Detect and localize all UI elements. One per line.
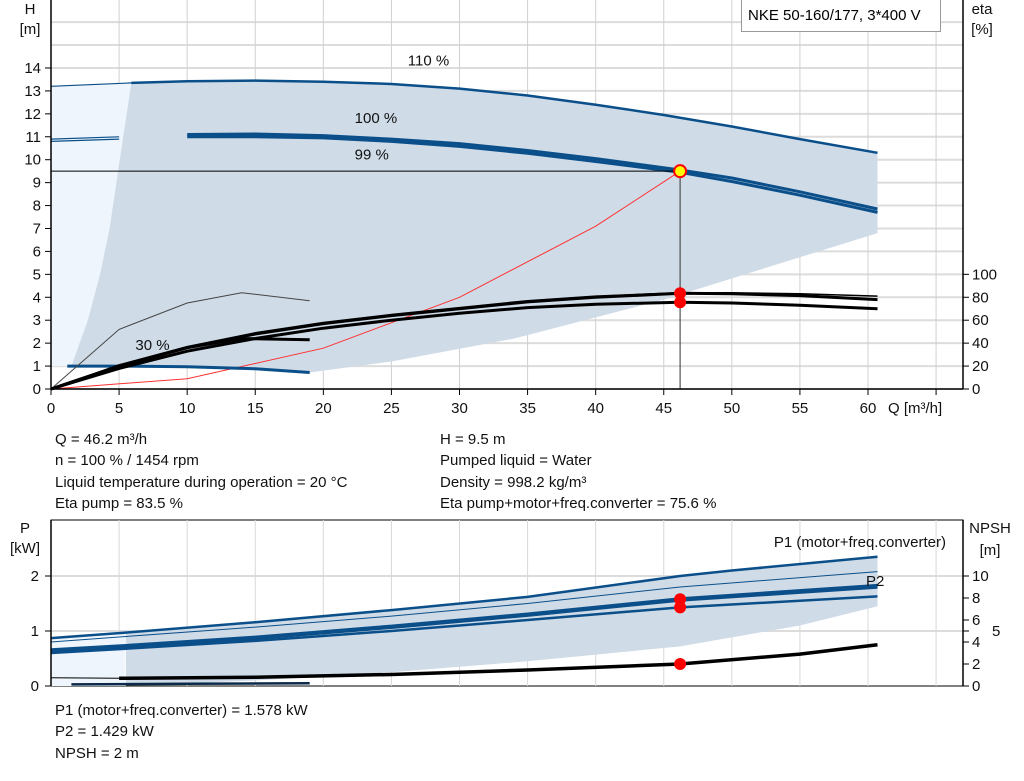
efficiency-curve bbox=[50, 292, 310, 390]
h-tick-label: 12 bbox=[24, 106, 41, 123]
p-tick-label: 0 bbox=[31, 678, 39, 695]
info-pumped-liquid: Pumped liquid = Water bbox=[440, 452, 592, 469]
p2-duty-marker bbox=[674, 601, 687, 614]
system-curve bbox=[50, 170, 681, 390]
npsh-tick-label: 8 bbox=[972, 590, 980, 607]
q-tick-label: 5 bbox=[115, 400, 123, 417]
info-eta-pump: Eta pump = 83.5 % bbox=[55, 495, 183, 512]
h-tick-label: 9 bbox=[33, 175, 41, 192]
h-tick-label: 11 bbox=[25, 129, 41, 146]
info-liquid-temp: Liquid temperature during operation = 20… bbox=[55, 474, 348, 491]
curve-label-speed: 30 % bbox=[135, 337, 169, 354]
h-tick-label: 10 bbox=[24, 152, 41, 169]
h-axis-label: H bbox=[25, 1, 36, 18]
h-axis-unit: [m] bbox=[20, 21, 41, 38]
info-p1: P1 (motor+freq.converter) = 1.578 kW bbox=[55, 702, 308, 719]
q-tick-label: 15 bbox=[247, 400, 264, 417]
h-tick-label: 13 bbox=[24, 83, 41, 100]
h-tick-label: 5 bbox=[33, 266, 41, 283]
info-flow: Q = 46.2 m³/h bbox=[55, 431, 148, 448]
q-tick-label: 20 bbox=[315, 400, 332, 417]
npsh-axis-label: NPSH bbox=[969, 520, 1011, 537]
p2-series-label: P2 bbox=[866, 573, 884, 590]
p-axis-label: P bbox=[20, 520, 30, 537]
p1-series-label: P1 (motor+freq.converter) bbox=[774, 534, 946, 551]
npsh-curve-extension bbox=[50, 677, 120, 679]
info-speed: n = 100 % / 1454 rpm bbox=[55, 452, 199, 469]
npsh-duty-marker bbox=[674, 658, 687, 670]
head-curve bbox=[187, 132, 878, 211]
eta-tick-label: 40 bbox=[972, 335, 989, 352]
eta-tick-label: 0 bbox=[972, 381, 980, 398]
h-tick-label: 1 bbox=[33, 358, 41, 375]
q-axis-label: Q [m³/h] bbox=[888, 400, 942, 417]
head-curve-extension bbox=[50, 138, 120, 142]
p-tick-label: 1 bbox=[31, 623, 39, 640]
eta-tick-label: 100 bbox=[972, 266, 997, 283]
h-tick-label: 0 bbox=[33, 381, 41, 398]
head-curve bbox=[67, 364, 310, 374]
curve-label-speed: 110 % bbox=[408, 53, 449, 70]
duty-point-marker bbox=[673, 164, 688, 179]
npsh-tick-label: 6 bbox=[972, 612, 980, 629]
h-tick-label: 2 bbox=[33, 335, 41, 352]
npsh-tick-label: 4 bbox=[972, 634, 980, 651]
h-tick-label: 4 bbox=[33, 289, 41, 306]
q-tick-label: 40 bbox=[587, 400, 604, 417]
npsh-tick-label: 5 bbox=[992, 623, 1000, 640]
h-tick-label: 6 bbox=[33, 243, 41, 260]
npsh-curve bbox=[119, 643, 878, 681]
pump-model-legend: NKE 50-160/177, 3*400 V bbox=[741, 0, 941, 32]
info-p2: P2 = 1.429 kW bbox=[55, 723, 154, 740]
q-tick-label: 10 bbox=[179, 400, 196, 417]
head-curve-extension bbox=[50, 136, 120, 140]
info-npsh: NPSH = 2 m bbox=[55, 745, 139, 762]
power-curve bbox=[50, 555, 878, 640]
p-tick-label: 2 bbox=[31, 568, 39, 585]
power-curve bbox=[71, 682, 310, 686]
operating-range-band bbox=[67, 80, 878, 373]
info-head: H = 9.5 m bbox=[440, 431, 506, 448]
p-axis-unit: [kW] bbox=[10, 540, 40, 557]
eta-total-duty-marker bbox=[674, 296, 687, 309]
eta-tick-label: 80 bbox=[972, 289, 989, 306]
operating-range-light-band bbox=[51, 82, 132, 367]
h-tick-label: 3 bbox=[33, 312, 41, 329]
q-tick-label: 60 bbox=[860, 400, 877, 417]
eta-tick-label: 20 bbox=[972, 358, 989, 375]
npsh-tick-label: 0 bbox=[972, 678, 980, 695]
eta-axis-label: eta bbox=[972, 1, 994, 18]
head-curve bbox=[131, 79, 878, 155]
npsh-tick-label: 10 bbox=[972, 568, 989, 585]
npsh-tick-label: 2 bbox=[972, 656, 980, 673]
npsh-axis-unit: [m] bbox=[980, 542, 1001, 559]
curve-label-speed: 99 % bbox=[355, 147, 389, 164]
eta-pump-duty-marker bbox=[674, 287, 687, 300]
efficiency-curve bbox=[50, 300, 878, 391]
q-tick-label: 25 bbox=[383, 400, 400, 417]
h-tick-label: 14 bbox=[24, 60, 41, 77]
info-density: Density = 998.2 kg/m³ bbox=[440, 474, 587, 491]
info-eta-total: Eta pump+motor+freq.converter = 75.6 % bbox=[440, 495, 717, 512]
q-tick-label: 45 bbox=[655, 400, 672, 417]
eta-tick-label: 60 bbox=[972, 312, 989, 329]
h-tick-label: 7 bbox=[33, 220, 41, 237]
head-curve-extension bbox=[50, 82, 132, 87]
q-tick-label: 55 bbox=[792, 400, 809, 417]
q-tick-label: 50 bbox=[723, 400, 740, 417]
h-tick-label: 8 bbox=[33, 198, 41, 215]
q-tick-label: 30 bbox=[451, 400, 468, 417]
efficiency-curve bbox=[50, 336, 310, 391]
head-curve bbox=[187, 135, 878, 214]
eta-axis-unit: [%] bbox=[971, 21, 993, 38]
q-tick-label: 35 bbox=[519, 400, 536, 417]
power-curve bbox=[50, 571, 878, 643]
q-tick-label: 0 bbox=[47, 400, 55, 417]
curve-label-speed: 100 % bbox=[355, 110, 398, 127]
